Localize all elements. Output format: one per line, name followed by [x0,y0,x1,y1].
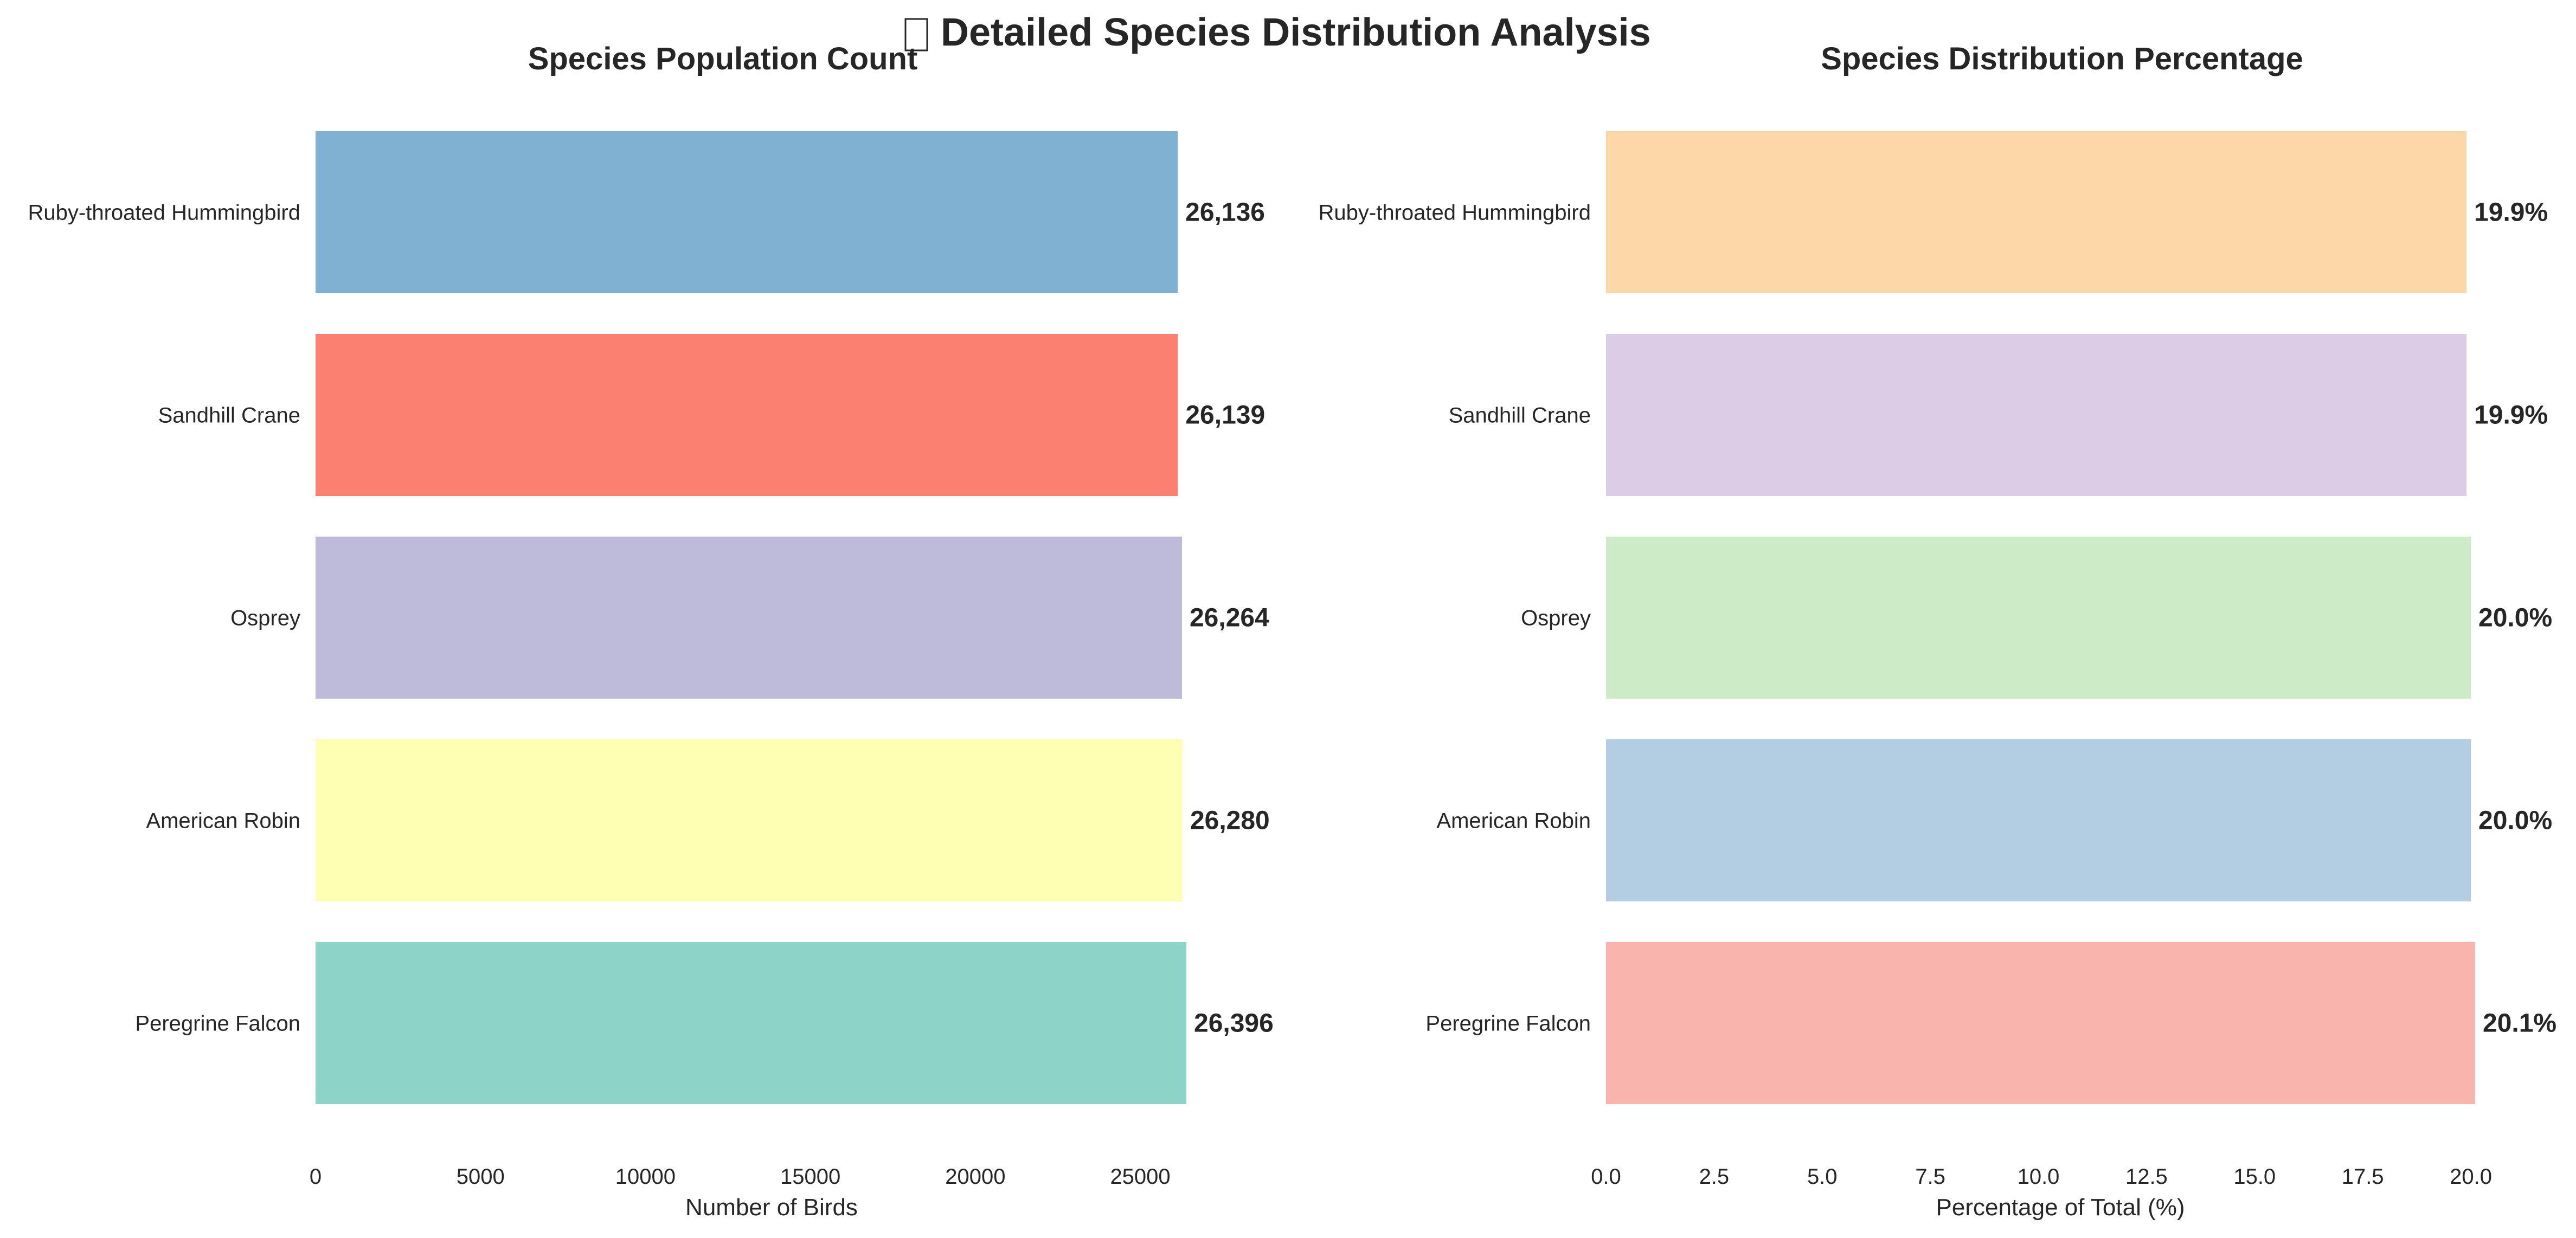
chart-title: Species Distribution Percentage [1821,41,2303,76]
bar [316,334,1178,496]
x-tick-label: 7.5 [1915,1165,1945,1189]
x-axis-label: Number of Birds [685,1194,858,1221]
x-tick-labels: 0 5000 10000 15000 20000 25000 [310,1165,1171,1189]
category-labels: Ruby-throated Hummingbird Sandhill Crane O… [28,201,300,1036]
value-label: 26,396 [1194,1009,1274,1038]
suptitle: Detailed Species Distribution Analysis [941,11,1651,54]
category-labels: Ruby-throated Hummingbird Sandhill Crane O… [1319,201,1591,1036]
value-label: 26,280 [1190,807,1270,835]
category-label: Sandhill Crane [1449,404,1591,428]
chart-title: Species Population Count [528,41,918,76]
bar [316,537,1182,699]
bird-icon [904,18,928,51]
category-label: Ruby-throated Hummingbird [28,201,300,225]
value-label: 20.0% [2478,604,2552,633]
x-tick-label: 20000 [945,1165,1005,1189]
category-label: American Robin [1436,809,1591,833]
value-labels: 19.9% 19.9% 20.0% 20.0% 20.1% [2474,198,2556,1038]
category-label: Ruby-throated Hummingbird [1319,201,1591,225]
x-tick-label: 5.0 [1807,1165,1838,1189]
bar [1606,537,2471,699]
population-count-chart: Species Population Count Ruby-throated H… [28,41,1274,1221]
value-label: 20.1% [2483,1009,2556,1038]
bar [316,131,1178,293]
bar [1606,334,2467,496]
bar [1606,942,2475,1104]
x-tick-label: 0.0 [1591,1165,1621,1189]
category-label: Sandhill Crane [158,404,300,428]
value-label: 26,136 [1185,198,1265,227]
x-tick-label: 17.5 [2342,1165,2384,1189]
value-labels: 26,136 26,139 26,264 26,280 26,396 [1185,198,1274,1038]
category-label: Osprey [230,607,300,630]
bars [316,131,1186,1104]
x-tick-label: 20.0 [2450,1165,2492,1189]
value-label: 19.9% [2474,401,2548,430]
x-tick-label: 0 [310,1165,322,1189]
x-axis-label: Percentage of Total (%) [1936,1194,2185,1221]
figure-title: Detailed Species Distribution Analysis [904,11,1651,54]
bar [1606,131,2467,293]
x-tick-label: 10.0 [2018,1165,2060,1189]
x-tick-label: 5000 [457,1165,505,1189]
category-label: Peregrine Falcon [135,1012,300,1036]
x-tick-label: 12.5 [2125,1165,2168,1189]
bars [1606,131,2475,1104]
category-label: Peregrine Falcon [1425,1012,1591,1036]
x-tick-label: 10000 [615,1165,676,1189]
category-label: American Robin [146,809,300,833]
bar [316,739,1183,901]
distribution-percentage-chart: Species Distribution Percentage Ruby-thr… [1319,41,2557,1221]
bar [1606,739,2471,901]
bar [316,942,1186,1104]
x-tick-label: 2.5 [1699,1165,1730,1189]
value-label: 19.9% [2474,198,2548,227]
x-tick-label: 25000 [1110,1165,1170,1189]
x-tick-label: 15.0 [2233,1165,2276,1189]
category-label: Osprey [1521,607,1591,630]
value-label: 26,139 [1185,401,1265,430]
value-label: 20.0% [2478,807,2552,835]
value-label: 26,264 [1190,604,1269,633]
x-tick-labels: 0.0 2.5 5.0 7.5 10.0 12.5 15.0 17.5 20.0 [1591,1165,2492,1189]
x-tick-label: 15000 [780,1165,840,1189]
